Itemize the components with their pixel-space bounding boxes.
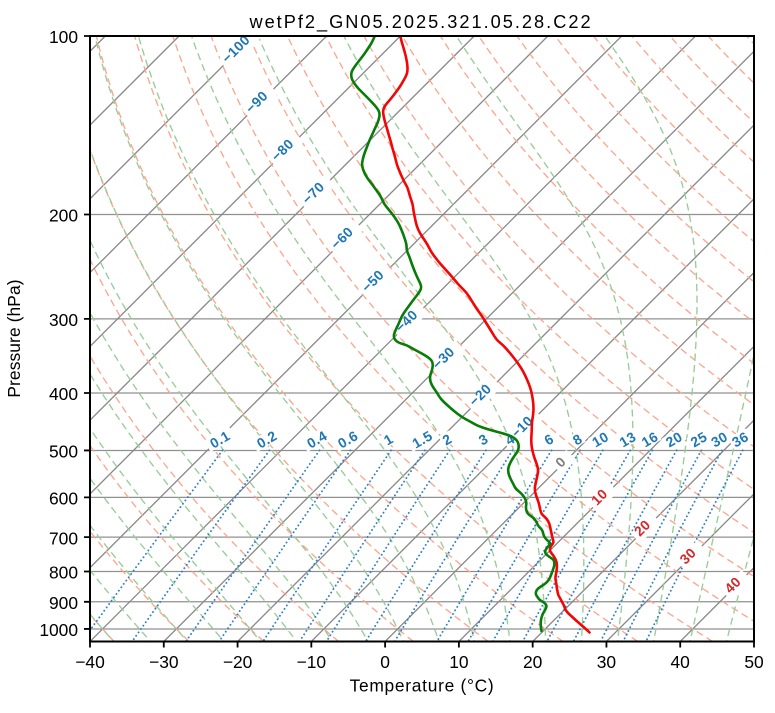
svg-text:20: 20 (523, 652, 542, 672)
svg-text:900: 900 (49, 593, 78, 613)
svg-text:1000: 1000 (39, 620, 78, 640)
svg-text:100: 100 (49, 27, 78, 47)
svg-text:30: 30 (708, 428, 730, 450)
svg-text:500: 500 (49, 442, 78, 462)
svg-text:−20: −20 (223, 652, 253, 672)
svg-text:25: 25 (688, 428, 710, 450)
svg-text:13: 13 (617, 428, 639, 450)
svg-text:50: 50 (744, 652, 763, 672)
svg-text:−30: −30 (149, 652, 179, 672)
svg-text:wetPf2_GN05.2025.321.05.28.C22: wetPf2_GN05.2025.321.05.28.C22 (248, 12, 592, 33)
svg-text:0: 0 (380, 652, 390, 672)
svg-text:10: 10 (449, 652, 468, 672)
svg-text:16: 16 (639, 428, 661, 450)
svg-text:800: 800 (49, 563, 78, 583)
svg-text:36: 36 (729, 428, 751, 450)
svg-text:200: 200 (49, 206, 78, 226)
svg-text:600: 600 (49, 489, 78, 509)
svg-text:400: 400 (49, 384, 78, 404)
svg-text:30: 30 (597, 652, 616, 672)
svg-text:300: 300 (49, 310, 78, 330)
svg-text:10: 10 (589, 428, 611, 450)
svg-text:20: 20 (663, 428, 685, 450)
svg-text:700: 700 (49, 528, 78, 548)
svg-text:Pressure (hPa): Pressure (hPa) (4, 279, 24, 397)
svg-text:−10: −10 (297, 652, 327, 672)
svg-text:Temperature (°C): Temperature (°C) (350, 676, 495, 696)
svg-text:40: 40 (671, 652, 690, 672)
svg-text:−40: −40 (75, 652, 105, 672)
